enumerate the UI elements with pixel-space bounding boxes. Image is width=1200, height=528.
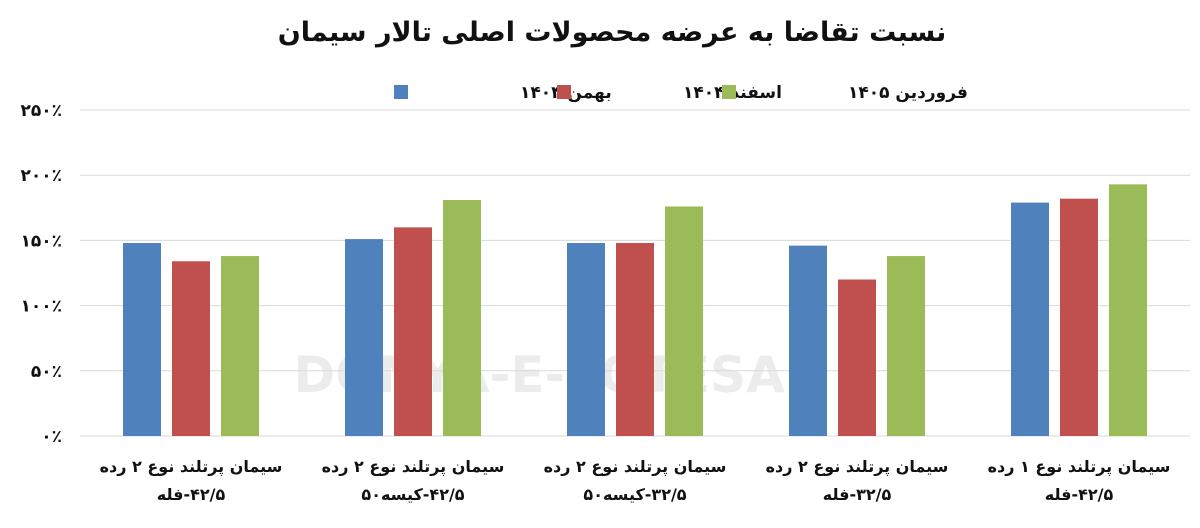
bar (221, 256, 259, 436)
y-tick-label: ۱۵۰٪ (20, 231, 62, 251)
bar (345, 239, 383, 436)
bar (567, 243, 605, 436)
legend-swatch (394, 85, 408, 99)
bar (616, 243, 654, 436)
x-category-label: سیمان پرتلند نوع ۲ رده (766, 457, 949, 477)
y-tick-label: ۲۵۰٪ (20, 101, 62, 121)
bar (172, 261, 210, 436)
bars (123, 184, 1147, 436)
bar (1060, 198, 1098, 436)
x-category-label: ۴۲/۵-فله (157, 485, 226, 504)
x-category-label: سیمان پرتلند نوع ۲ رده (544, 457, 727, 477)
bar (1109, 184, 1147, 436)
chart-title: نسبت تقاضا به عرضه محصولات اصلی تالار سی… (278, 17, 947, 48)
legend-swatch (557, 85, 571, 99)
x-category-label: ۳۲/۵-کیسه۵۰ (583, 485, 686, 504)
x-category-label: ۴۲/۵-فله (1045, 485, 1114, 504)
legend-swatch (722, 85, 736, 99)
bar (665, 206, 703, 436)
legend: بهمن ۱۴۰۴ اسفند ۱۴۰۴ فروردین ۱۴۰۵ (394, 83, 968, 103)
x-category-label: سیمان پرتلند نوع ۲ رده (322, 457, 505, 477)
bar (789, 245, 827, 436)
y-axis-ticks: ۰٪ ۵۰٪ ۱۰۰٪ ۱۵۰٪ ۲۰۰٪ ۲۵۰٪ (20, 101, 62, 447)
x-category-label: ۳۲/۵-فله (823, 485, 892, 504)
y-tick-label: ۱۰۰٪ (20, 297, 62, 317)
x-axis-categories: سیمان پرتلند نوع ۲ رده ۴۲/۵-فله سیمان پرتل… (100, 457, 1171, 504)
bar (838, 279, 876, 436)
y-tick-label: ۰٪ (41, 427, 62, 447)
y-tick-label: ۵۰٪ (31, 362, 62, 382)
bar (123, 243, 161, 436)
bar (887, 256, 925, 436)
legend-label: فروردین ۱۴۰۵ (848, 83, 968, 103)
bar (394, 227, 432, 436)
x-category-label: سیمان پرتلند نوع ۱ رده (988, 457, 1171, 477)
x-category-label: سیمان پرتلند نوع ۲ رده (100, 457, 283, 477)
x-category-label: ۴۲/۵-کیسه۵۰ (361, 485, 464, 504)
y-tick-label: ۲۰۰٪ (20, 166, 62, 186)
bar (1011, 202, 1049, 436)
bar (443, 199, 481, 436)
